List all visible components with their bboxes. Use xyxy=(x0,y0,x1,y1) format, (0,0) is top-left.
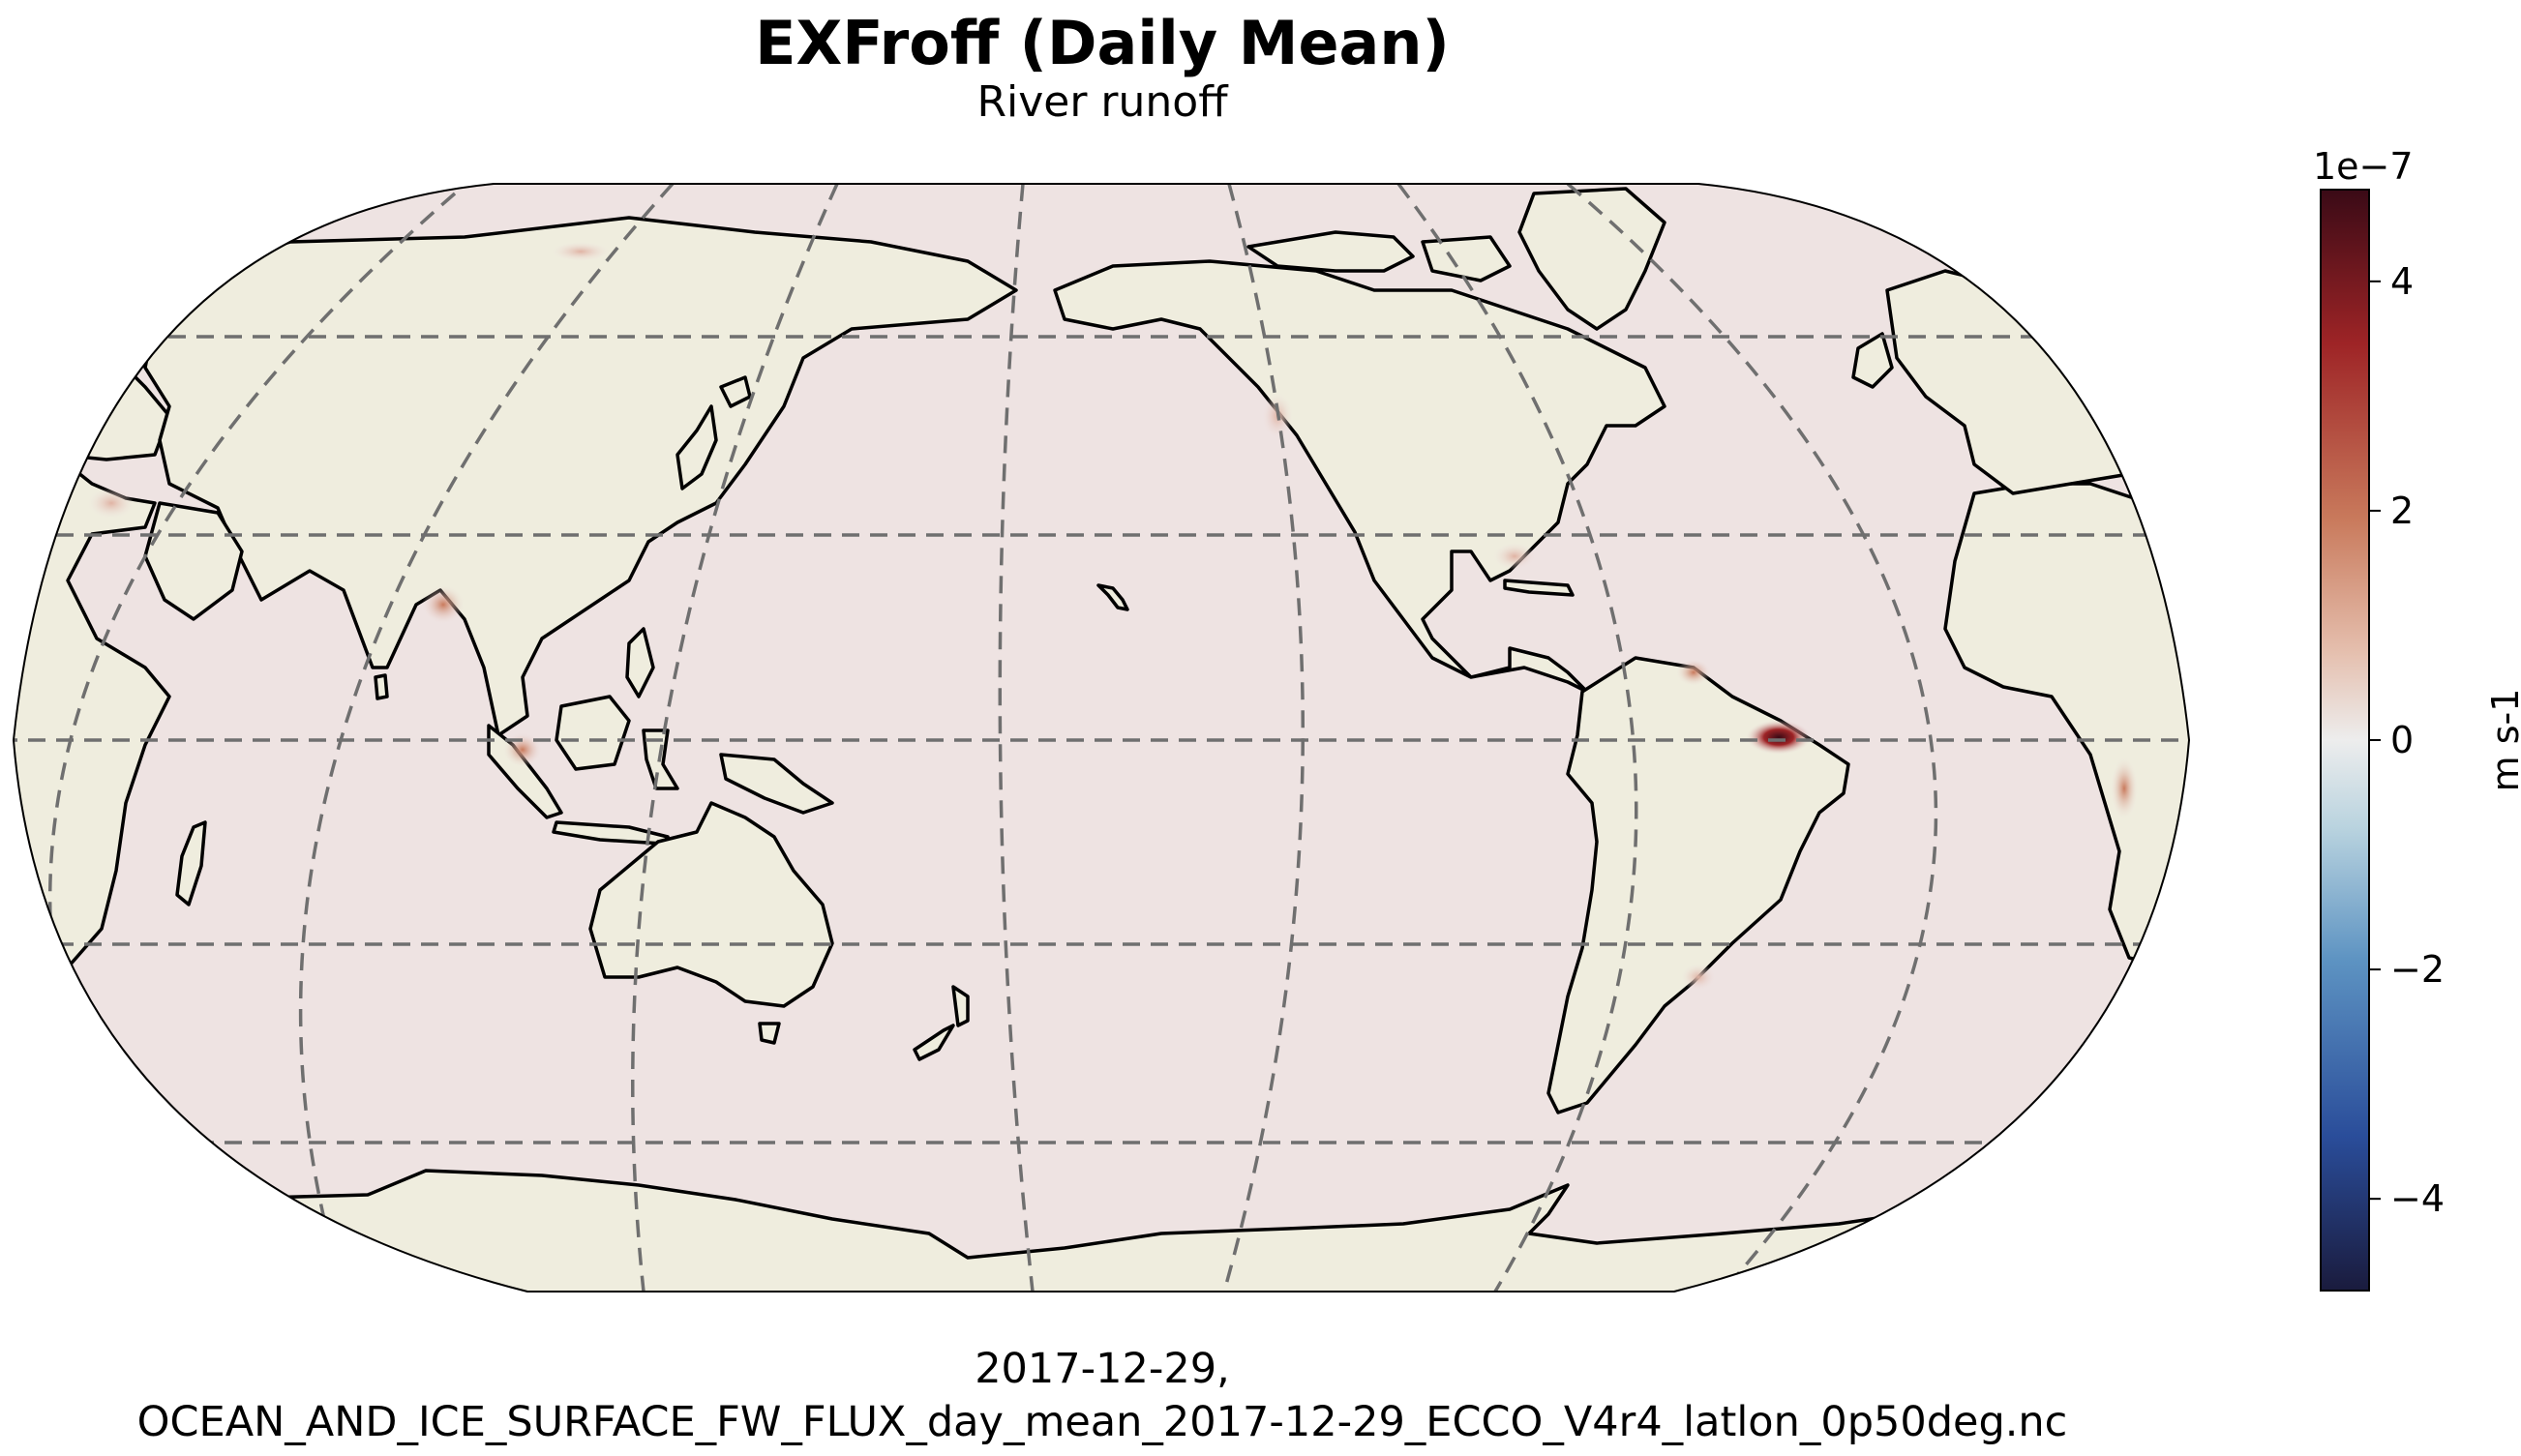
greenland xyxy=(1517,187,1666,331)
europe-left xyxy=(14,342,171,466)
sri-lanka xyxy=(374,673,389,700)
globe-outline xyxy=(12,183,2191,1293)
africa-right xyxy=(1943,482,2189,979)
meridian-west-1 xyxy=(631,184,839,1292)
new-guinea xyxy=(719,753,834,815)
new-zealand-north xyxy=(951,985,970,1027)
arctic-islands xyxy=(1246,230,1415,273)
colorbar-tick-label: −4 xyxy=(2390,1177,2445,1220)
colorbar-tick-label: 4 xyxy=(2390,260,2414,303)
meridian-east-3 xyxy=(1566,184,1938,1292)
hotspot-arctic-rivers xyxy=(552,242,610,261)
colorbar-label: m s-1 xyxy=(2484,689,2521,792)
graticule xyxy=(14,184,2189,1292)
colorbar-gradient xyxy=(2320,189,2370,1292)
hotspot-mississippi xyxy=(1493,543,1536,570)
meridian-east-2 xyxy=(1396,184,1638,1292)
colorbar-tick-label: 0 xyxy=(2390,719,2414,761)
globe xyxy=(14,184,2189,1292)
colorbar-tick-label: 2 xyxy=(2390,490,2414,532)
cuba xyxy=(1503,579,1575,597)
colorbar-tick-label: −2 xyxy=(2390,948,2445,991)
japan-north xyxy=(719,375,752,408)
borneo xyxy=(555,695,631,771)
north-america xyxy=(1053,259,1666,694)
footer-date: 2017-12-29, xyxy=(975,1345,1230,1393)
madagascar xyxy=(175,820,207,906)
colorbar: 1e−7 4 2 0 −2 −4 m s-1 xyxy=(2313,145,2521,1292)
hotspot-orinoco xyxy=(1676,659,1711,686)
british-isles xyxy=(1851,332,1894,389)
colorbar-ticks: 4 2 0 −2 −4 xyxy=(2369,260,2445,1220)
arabia xyxy=(143,501,244,621)
hotspot-borneo xyxy=(503,732,542,767)
hotspot-black-sea xyxy=(88,488,135,519)
hotspot-amazon xyxy=(1746,720,1812,755)
meridian-west-2 xyxy=(298,184,675,1292)
footer-caption: 2017-12-29, OCEAN_AND_ICE_SURFACE_FW_FLU… xyxy=(0,1343,2205,1449)
japan xyxy=(675,404,718,490)
runoff-hotspots xyxy=(88,242,2138,991)
meridian-east-1 xyxy=(1222,184,1306,1292)
hotspot-congo xyxy=(2111,758,2138,819)
philippines xyxy=(625,627,655,698)
hawaii xyxy=(1096,583,1129,611)
map-subtitle: River runoff xyxy=(976,77,1228,127)
footer-filename: OCEAN_AND_ICE_SURFACE_FW_FLUX_day_mean_2… xyxy=(136,1398,2068,1446)
baffin-island xyxy=(1421,235,1512,282)
tasmania xyxy=(758,1022,781,1045)
australia xyxy=(588,801,834,1008)
colorbar-multiplier: 1e−7 xyxy=(2313,145,2414,188)
map-title: EXFroff (Daily Mean) xyxy=(755,8,1450,78)
new-zealand-south xyxy=(913,1024,955,1061)
hotspot-plata xyxy=(1681,964,1716,991)
hotspot-ganges xyxy=(422,585,465,624)
